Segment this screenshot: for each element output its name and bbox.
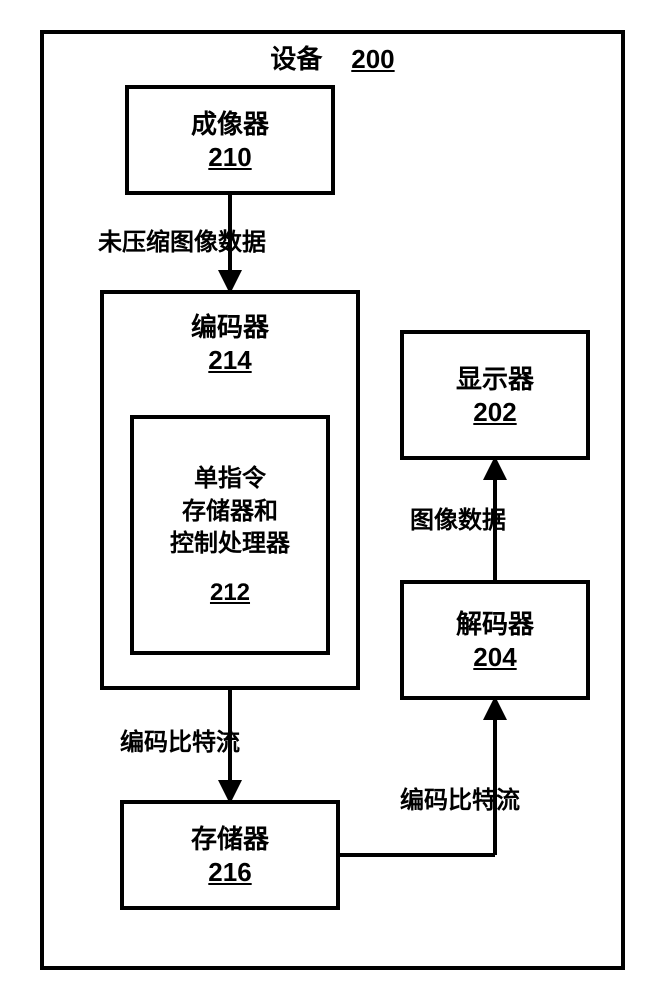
imager-ref: 210 xyxy=(208,142,251,173)
edge-label-imager-encoder: 未压缩图像数据 xyxy=(98,222,266,257)
memory-ref: 216 xyxy=(208,857,251,888)
display-ref: 202 xyxy=(473,397,516,428)
imager-box: 成像器 210 xyxy=(125,85,335,195)
encoder-label: 编码器 xyxy=(191,310,269,345)
display-box: 显示器 202 xyxy=(400,330,590,460)
processor-ref: 212 xyxy=(210,579,250,607)
display-label: 显示器 xyxy=(456,362,534,397)
device-title: 设备 xyxy=(270,44,322,74)
edge-label-decoder-display: 图像数据 xyxy=(410,500,506,535)
edge-label-encoder-memory: 编码比特流 xyxy=(120,722,240,757)
memory-label: 存储器 xyxy=(191,822,269,857)
decoder-ref: 204 xyxy=(473,642,516,673)
edge-label-memory-decoder: 编码比特流 xyxy=(400,780,520,815)
encoder-ref: 214 xyxy=(191,345,269,376)
decoder-label: 解码器 xyxy=(456,607,534,642)
processor-label: 单指令存储器和控制处理器 xyxy=(170,463,290,560)
decoder-box: 解码器 204 xyxy=(400,580,590,700)
device-ref: 200 xyxy=(351,44,394,74)
imager-label: 成像器 xyxy=(191,107,269,142)
processor-box: 单指令存储器和控制处理器 212 xyxy=(130,415,330,655)
diagram-canvas: 设备 200 成像器 210 编码器 214 单指令存储器和控制处理器 212 … xyxy=(0,0,665,1000)
memory-box: 存储器 216 xyxy=(120,800,340,910)
